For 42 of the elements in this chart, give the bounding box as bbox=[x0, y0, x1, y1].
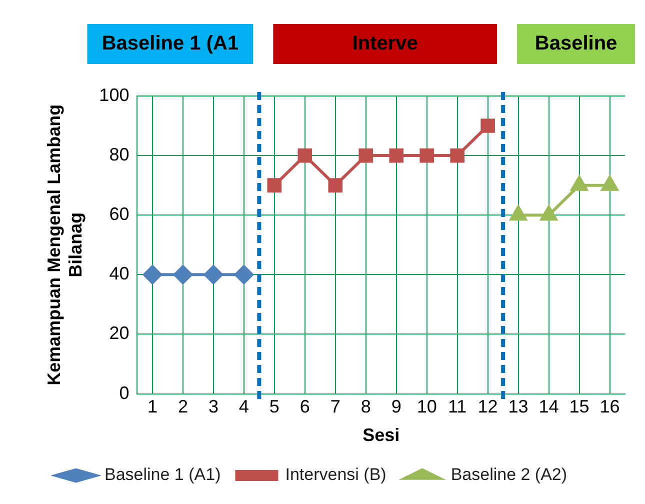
x-tick-label: 9 bbox=[391, 396, 402, 417]
point bbox=[420, 148, 434, 163]
y-tick-label: 0 bbox=[119, 382, 130, 403]
x-tick-label: 12 bbox=[478, 396, 498, 417]
y-tick-label: 100 bbox=[99, 84, 130, 105]
x-tick-label: 1 bbox=[147, 396, 158, 417]
x-tick-label: 5 bbox=[269, 396, 280, 417]
point bbox=[234, 265, 254, 284]
x-tick-label: 13 bbox=[508, 396, 528, 417]
x-tick-label: 14 bbox=[538, 396, 559, 417]
point bbox=[298, 148, 312, 163]
x-tick-label: 7 bbox=[330, 396, 340, 417]
legend-label: Baseline 2 (A2) bbox=[450, 465, 568, 484]
point bbox=[328, 178, 343, 192]
y-tick-label: 40 bbox=[109, 264, 130, 284]
legend-label: Baseline 1 (A1) bbox=[104, 465, 221, 484]
text: Baseline 1 (A1 bbox=[102, 32, 239, 55]
point bbox=[142, 265, 162, 284]
text: Baseline bbox=[534, 32, 618, 55]
x-tick-label: 4 bbox=[238, 396, 249, 417]
x-tick-label: 3 bbox=[208, 396, 218, 417]
y-tick-label: 20 bbox=[109, 323, 130, 344]
x-axis-title: Sesi bbox=[362, 425, 400, 446]
point bbox=[267, 178, 282, 192]
x-tick-label: 8 bbox=[360, 396, 371, 417]
x-tick-label: 16 bbox=[600, 396, 620, 417]
y-tick-label: 60 bbox=[109, 204, 130, 224]
x-tick-label: 10 bbox=[416, 396, 437, 417]
point bbox=[358, 148, 374, 163]
point bbox=[173, 265, 192, 284]
x-tick-label: 15 bbox=[569, 396, 590, 417]
y-tick-label: 80 bbox=[109, 144, 130, 165]
point bbox=[480, 118, 495, 133]
point bbox=[204, 265, 223, 284]
y-axis-title: Kemampuan Mengenal Lambang Bilanag bbox=[44, 104, 86, 386]
x-tick-label: 6 bbox=[300, 396, 310, 417]
text: Interve bbox=[352, 32, 418, 55]
legend-label: Intervensi (B) bbox=[285, 465, 386, 484]
point bbox=[389, 148, 404, 163]
point bbox=[450, 148, 464, 163]
x-tick-label: 11 bbox=[448, 396, 467, 417]
x-tick-label: 2 bbox=[178, 396, 188, 417]
